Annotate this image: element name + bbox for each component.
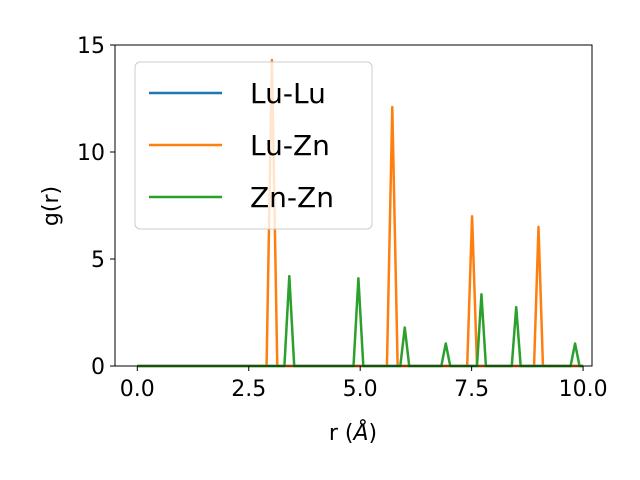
y-tick-label: 5 — [91, 248, 105, 273]
plot-frame — [114, 44, 593, 367]
y-tick-label: 10 — [77, 141, 105, 166]
x-tick-label: 2.5 — [231, 377, 266, 402]
y-axis-label: g(r) — [39, 186, 64, 226]
x-tick-label: 7.5 — [454, 377, 489, 402]
x-axis-label-text: r ( — [329, 421, 354, 446]
x-axis-label-close: ) — [369, 421, 378, 446]
legend-label: Zn-Zn — [250, 181, 334, 214]
ticks-layer: 0.0 2.5 5.0 7.5 10.0 0 5 10 15 — [77, 34, 608, 402]
x-tick-label: 5.0 — [343, 377, 378, 402]
legend: Lu-Lu Lu-Zn Zn-Zn — [134, 61, 373, 230]
y-tick-label: 15 — [77, 34, 105, 59]
x-tick-label: 0.0 — [120, 377, 155, 402]
x-tick-label: 10.0 — [559, 377, 608, 402]
x-axis-label-symbol: Å — [351, 419, 368, 446]
series-line-zn-zn — [137, 274, 584, 368]
legend-box — [134, 61, 373, 230]
x-axis-label: r (Å) — [329, 419, 377, 446]
legend-label: Lu-Lu — [250, 77, 326, 110]
legend-label: Lu-Zn — [250, 129, 330, 162]
y-tick-label: 0 — [91, 355, 105, 380]
